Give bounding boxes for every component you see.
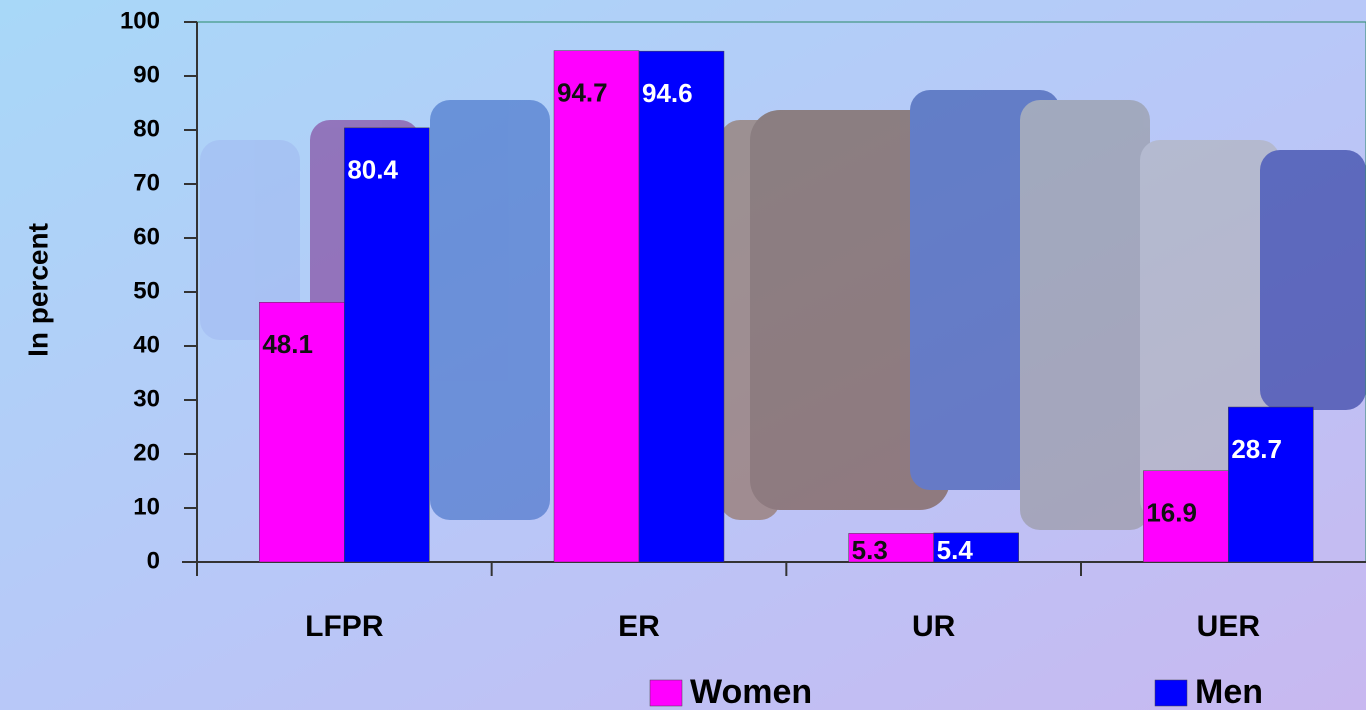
y-tick-label: 100 — [120, 7, 160, 34]
bar — [848, 533, 934, 563]
value-label: 94.7 — [557, 77, 608, 107]
bar — [638, 50, 725, 563]
value-label: 5.3 — [852, 535, 888, 565]
x-tick-label: LFPR — [305, 610, 384, 643]
y-tick-label: 0 — [147, 547, 160, 574]
y-tick-label: 70 — [133, 169, 160, 196]
y-tick-label: 10 — [133, 493, 160, 520]
y-tick-label: 80 — [133, 115, 160, 142]
bar — [344, 127, 430, 563]
value-label: 5.4 — [937, 535, 974, 565]
value-label: 80.4 — [347, 155, 398, 185]
bar — [259, 302, 345, 563]
x-tick-label: UR — [912, 610, 956, 643]
x-tick-label: UER — [1197, 610, 1261, 643]
legend-label: Women — [690, 673, 812, 710]
bar — [553, 50, 640, 563]
legend-swatch — [649, 679, 683, 707]
y-tick-label: 50 — [133, 277, 160, 304]
value-label: 16.9 — [1146, 498, 1197, 528]
y-axis-title: In percent — [22, 223, 53, 357]
value-label: 28.7 — [1231, 434, 1282, 464]
y-tick-label: 30 — [133, 385, 160, 412]
y-tick-label: 40 — [133, 331, 160, 358]
x-tick-label: ER — [618, 610, 660, 643]
value-label: 48.1 — [262, 329, 313, 359]
legend-swatch — [1154, 679, 1188, 707]
clip-art-people — [200, 90, 1366, 530]
y-tick-label: 20 — [133, 439, 160, 466]
value-label: 94.6 — [642, 78, 693, 108]
y-tick-label: 60 — [133, 223, 160, 250]
y-tick-label: 90 — [133, 61, 160, 88]
bar — [1143, 470, 1229, 563]
bar — [933, 532, 1019, 563]
legend-label: Men — [1195, 673, 1263, 710]
bar — [1228, 406, 1314, 563]
